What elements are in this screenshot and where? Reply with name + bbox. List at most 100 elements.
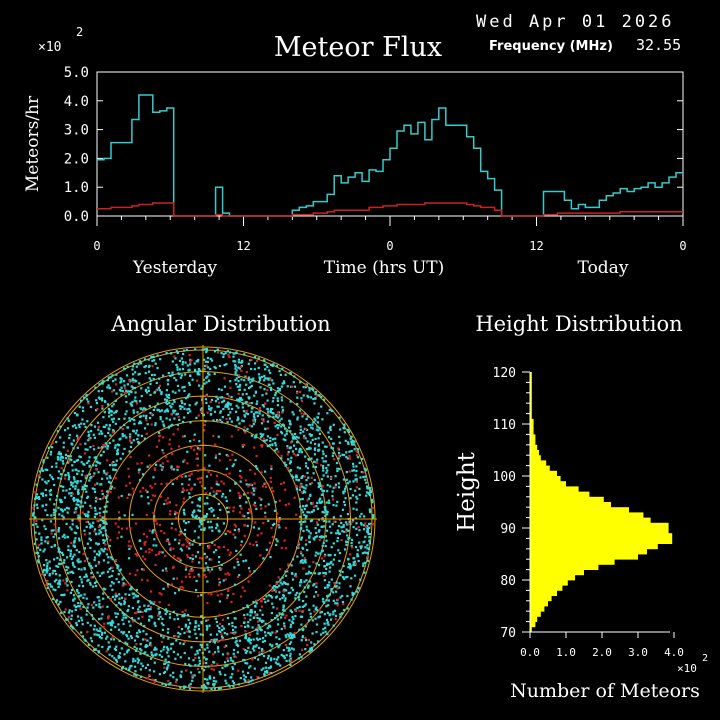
polar-point-red (169, 547, 172, 550)
polar-point-cyan (365, 494, 368, 497)
polar-point-cyan (245, 501, 248, 504)
polar-point-cyan (102, 450, 105, 453)
polar-point-cyan (170, 466, 173, 469)
polar-point-cyan (160, 622, 163, 625)
polar-point-cyan (208, 677, 211, 680)
polar-point-cyan (220, 388, 223, 391)
polar-point-cyan (280, 417, 283, 420)
polar-point-cyan (205, 349, 208, 352)
polar-point-cyan (166, 538, 169, 541)
polar-point-cyan (119, 608, 122, 611)
polar-point-cyan (331, 454, 334, 458)
polar-point-cyan (116, 567, 119, 570)
polar-point-cyan (197, 573, 200, 576)
polar-point-cyan (143, 625, 146, 628)
polar-point-cyan (288, 619, 291, 622)
polar-point-cyan (368, 542, 371, 545)
polar-point-cyan (70, 483, 73, 486)
polar-point-cyan (356, 553, 359, 556)
polar-point-cyan (321, 489, 324, 492)
polar-point-red (166, 502, 169, 505)
polar-point-cyan (99, 454, 102, 457)
polar-point-cyan (321, 517, 324, 520)
polar-point-cyan (322, 631, 325, 634)
polar-point-cyan (349, 585, 352, 588)
polar-point-cyan (40, 538, 43, 541)
polar-point-red (198, 556, 201, 559)
polar-point-cyan (163, 645, 166, 648)
polar-point-cyan (305, 465, 308, 468)
polar-point-cyan (239, 480, 242, 483)
polar-point-cyan (183, 631, 186, 634)
polar-point-cyan (342, 564, 345, 568)
polar-point-cyan (232, 648, 236, 652)
polar-point-cyan (206, 566, 209, 569)
polar-point-cyan (351, 593, 354, 596)
polar-point-cyan (194, 621, 197, 625)
polar-point-cyan (105, 505, 108, 508)
polar-point-cyan (162, 623, 165, 627)
polar-point-cyan (288, 642, 291, 646)
polar-point-cyan (268, 624, 271, 627)
polar-point-cyan (339, 574, 342, 577)
polar-point-cyan (275, 538, 278, 541)
polar-point-cyan (93, 515, 96, 518)
height-bar (530, 590, 557, 596)
polar-point-cyan (224, 532, 227, 535)
polar-point-cyan (216, 418, 219, 422)
polar-point-cyan (313, 478, 316, 482)
polar-point-red (210, 593, 213, 596)
polar-point-red (285, 614, 288, 617)
polar-point-cyan (165, 399, 168, 402)
polar-point-cyan (283, 625, 286, 628)
polar-point-cyan (271, 400, 274, 403)
polar-point-cyan (37, 551, 40, 554)
polar-point-cyan (325, 471, 328, 474)
polar-point-cyan (76, 500, 79, 503)
polar-point-cyan (306, 471, 309, 474)
polar-point-cyan (336, 500, 339, 503)
polar-point-cyan (337, 482, 340, 485)
polar-point-red (276, 524, 279, 527)
polar-point-cyan (338, 582, 341, 585)
polar-point-cyan (219, 687, 222, 690)
polar-point-cyan (117, 628, 121, 631)
polar-point-red (77, 436, 80, 439)
polar-point-red (259, 554, 262, 557)
polar-point-cyan (330, 560, 333, 563)
polar-point-cyan (289, 420, 292, 423)
height-bar (530, 444, 538, 451)
polar-point-cyan (194, 653, 197, 656)
polar-point-red (240, 476, 243, 479)
polar-point-cyan (322, 571, 325, 575)
polar-point-red (302, 436, 306, 439)
polar-point-red (158, 601, 161, 604)
polar-point-cyan (244, 625, 247, 628)
polar-point-red (60, 467, 63, 470)
polar-point-cyan (184, 528, 187, 531)
polar-point-cyan (78, 426, 81, 429)
polar-point-cyan (314, 465, 317, 469)
polar-point-cyan (332, 610, 335, 613)
polar-point-red (264, 505, 267, 508)
height-x-tick-label: 3.0 (628, 646, 648, 659)
polar-point-cyan (112, 468, 115, 471)
polar-point-cyan (101, 407, 104, 410)
polar-point-cyan (318, 615, 321, 618)
polar-point-cyan (253, 394, 256, 397)
polar-point-cyan (47, 446, 51, 449)
polar-point-cyan (261, 434, 264, 437)
polar-point-cyan (49, 453, 52, 456)
polar-point-cyan (258, 653, 261, 656)
polar-point-cyan (277, 415, 280, 418)
polar-point-cyan (58, 537, 61, 540)
polar-point-red (186, 489, 189, 492)
polar-point-cyan (318, 572, 321, 575)
polar-point-red (109, 597, 113, 600)
polar-point-red (97, 525, 100, 529)
polar-point-cyan (61, 514, 64, 517)
polar-point-cyan (217, 405, 220, 408)
polar-point-cyan (186, 450, 189, 453)
polar-point-cyan (353, 560, 356, 563)
polar-point-cyan (355, 478, 358, 481)
